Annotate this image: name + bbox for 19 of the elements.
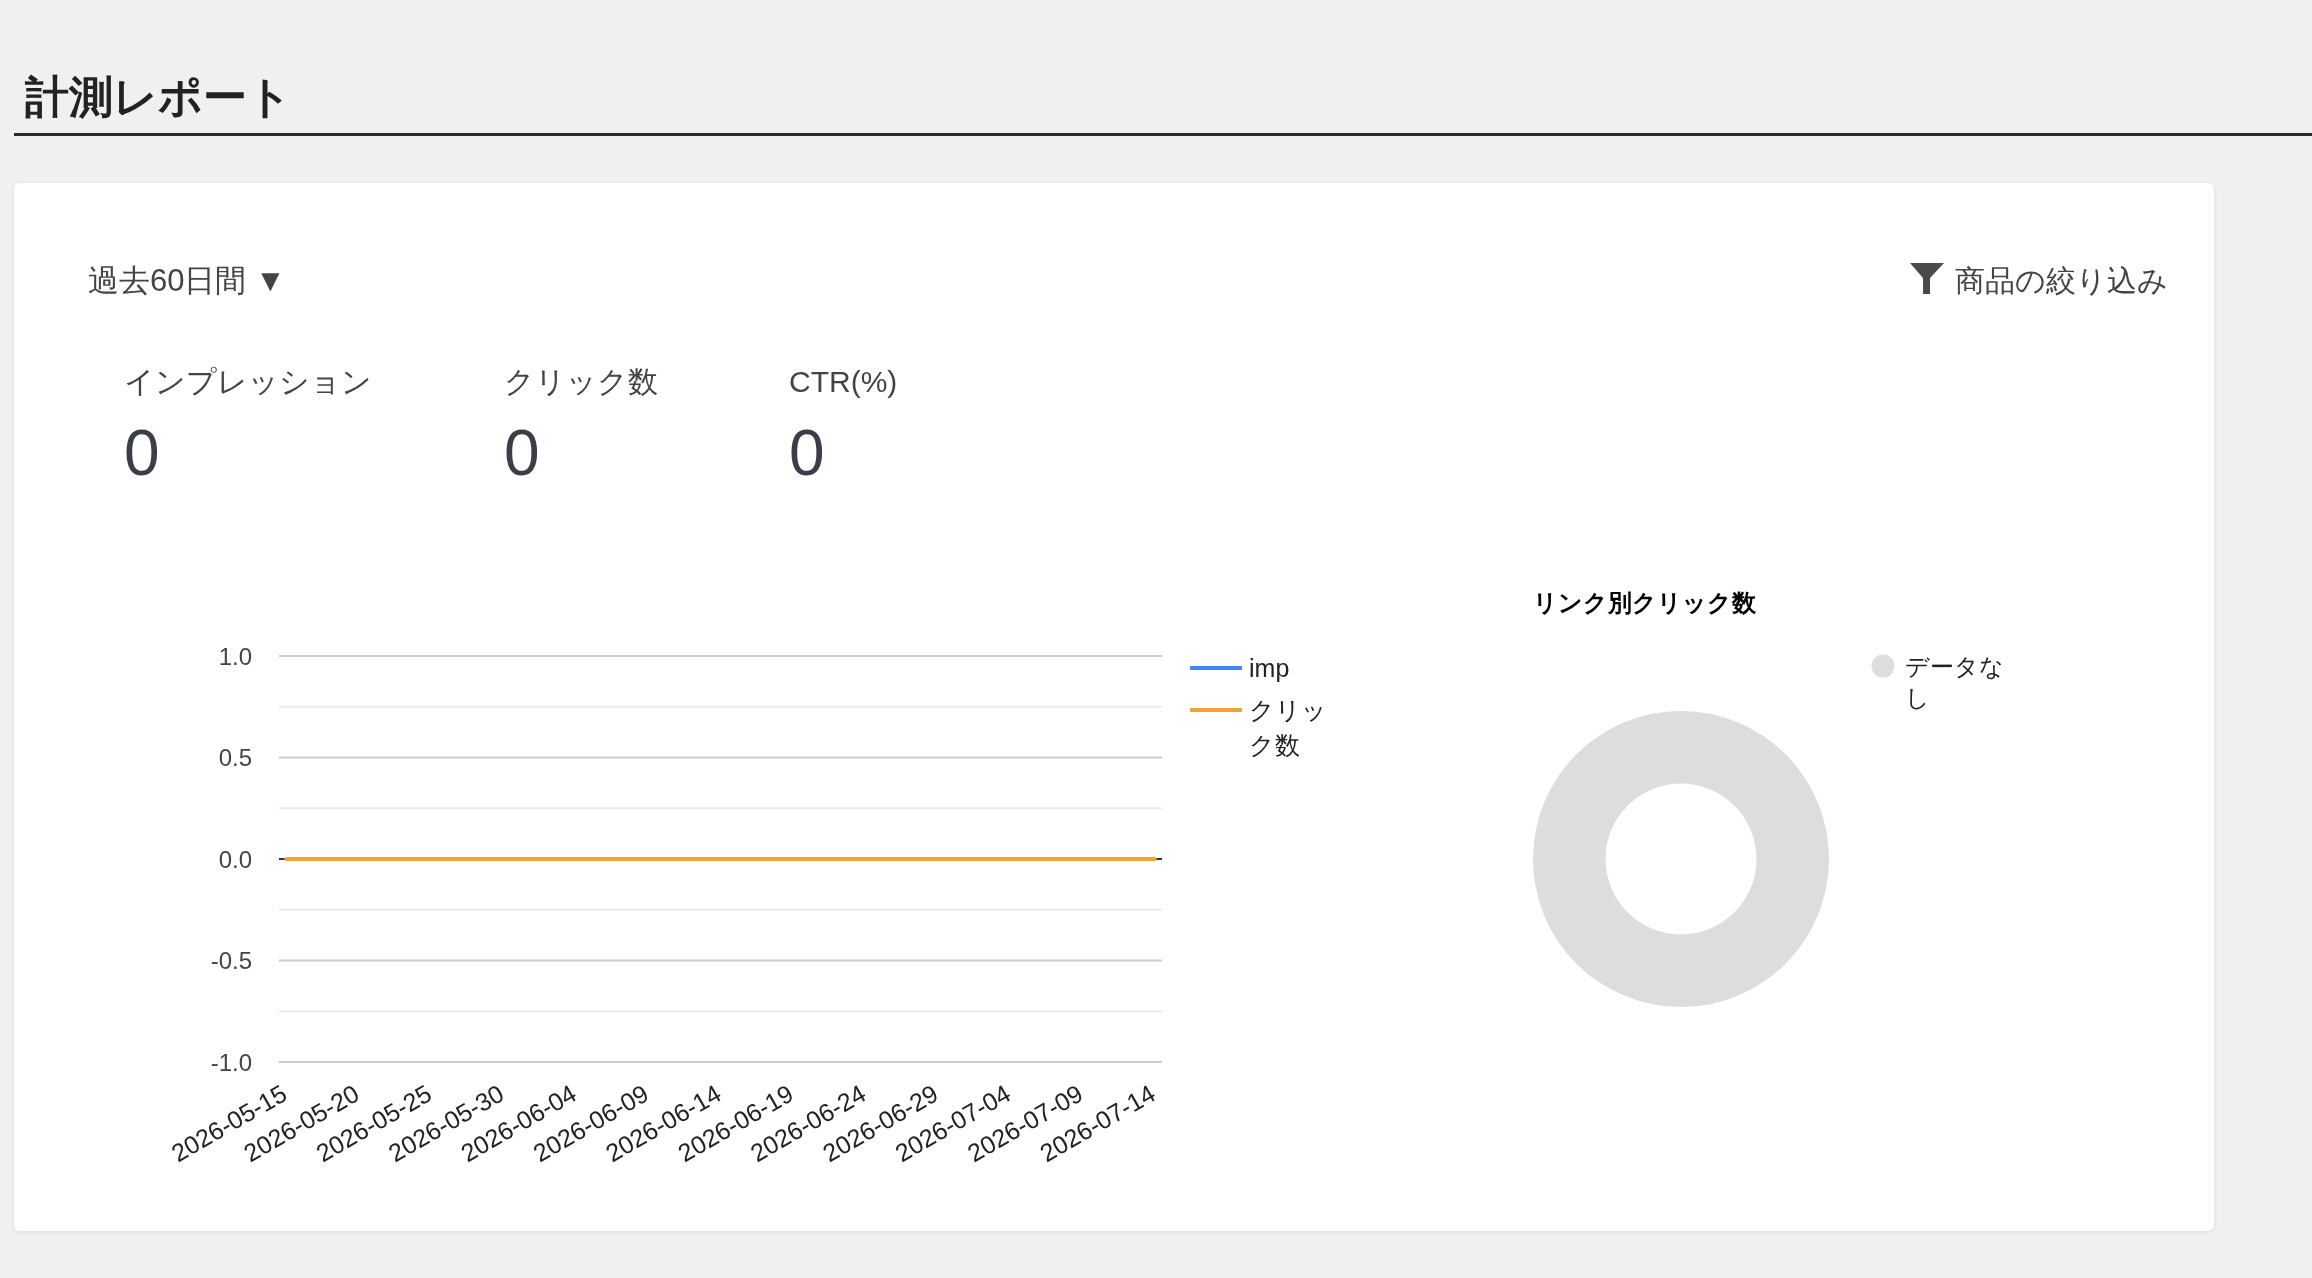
title: リンク別クリック数 bbox=[1533, 588, 1756, 616]
y-tick-label: 0.0 bbox=[218, 845, 252, 873]
kpi-value: 0 bbox=[789, 417, 825, 489]
legend-label: imp bbox=[1249, 654, 1290, 682]
kpi-label: インプレッション bbox=[124, 364, 372, 398]
kpi-label: クリック数 bbox=[504, 364, 658, 398]
y-tick-label: 1.0 bbox=[218, 642, 252, 670]
legend-label: クリック数 bbox=[1249, 696, 1327, 759]
y-tick-label: 0.5 bbox=[218, 744, 252, 771]
annotation: 過去60日間 ▼ bbox=[88, 262, 286, 298]
annotation: 商品の絞り込み bbox=[1955, 263, 2168, 297]
legend: データなし bbox=[1871, 652, 2004, 711]
y-tick-label: -0.5 bbox=[210, 947, 252, 974]
kpi-value: 0 bbox=[124, 417, 160, 489]
legend-label: データなし bbox=[1905, 652, 2004, 711]
kpi-value: 0 bbox=[504, 417, 540, 489]
y-tick-label: -1.0 bbox=[210, 1048, 252, 1076]
kpi-label: CTR(%) bbox=[789, 364, 898, 398]
title: 計測レポート bbox=[25, 71, 292, 121]
